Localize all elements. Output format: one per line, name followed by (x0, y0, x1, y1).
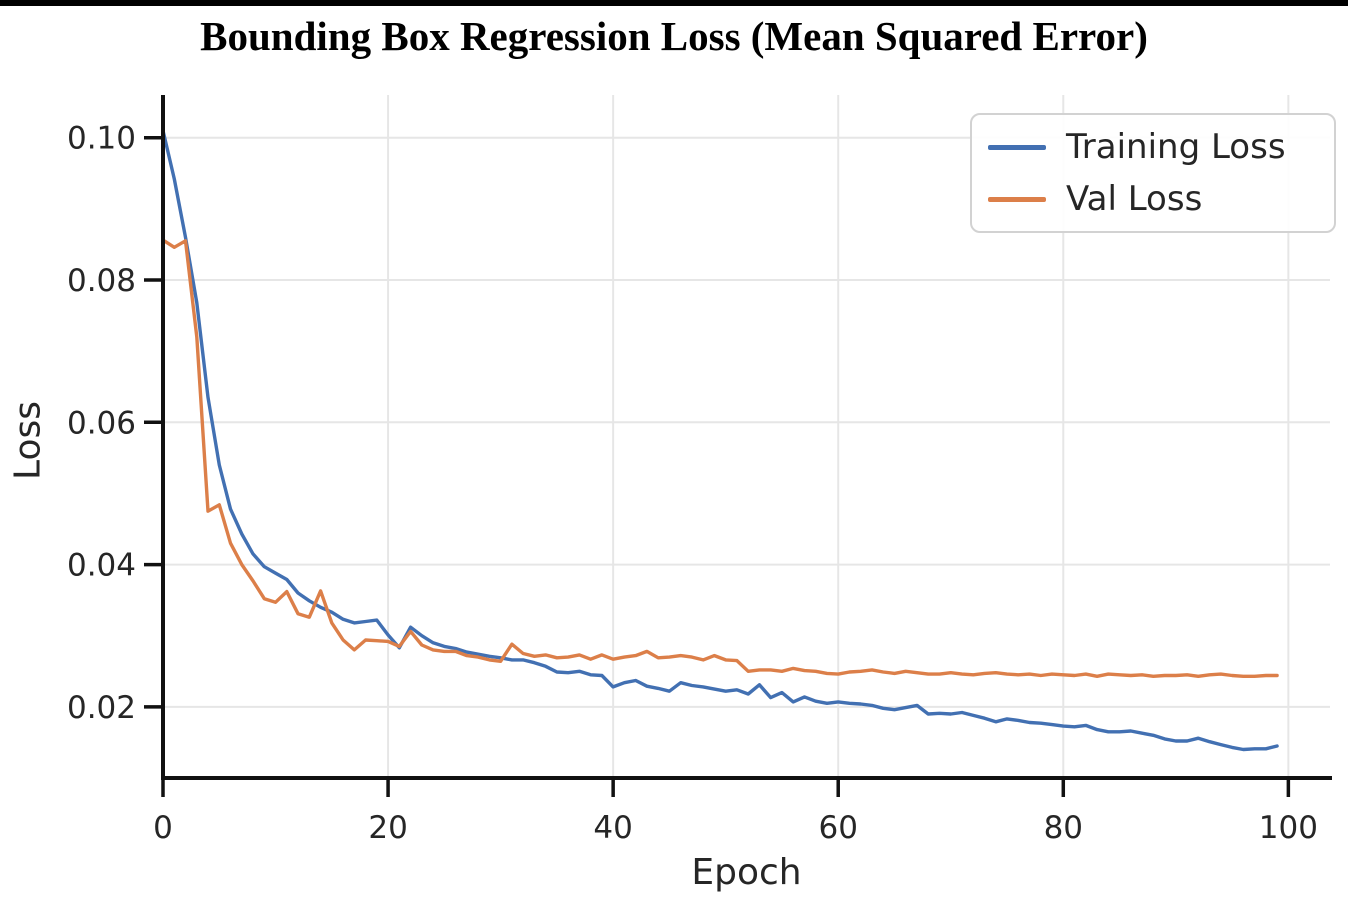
chart-title: Bounding Box Regression Loss (Mean Squar… (200, 13, 1148, 59)
y-tick-label: 0.06 (67, 405, 136, 441)
y-tick-label: 0.10 (67, 121, 136, 157)
x-tick-label: 20 (368, 810, 407, 846)
x-tick-label: 60 (818, 810, 857, 846)
training-loss-line (161, 128, 1279, 752)
legend-label: Val Loss (1066, 179, 1203, 219)
training-loss-swatch (988, 144, 1046, 150)
y-tick-label: 0.04 (67, 548, 136, 584)
x-tick-label: 100 (1259, 810, 1318, 846)
legend-label: Training Loss (1066, 127, 1286, 167)
legend: Training Loss Val Loss (970, 113, 1336, 233)
legend-item-training-loss: Training Loss (988, 127, 1318, 167)
x-tick-label: 0 (153, 810, 173, 846)
x-tick-label: 80 (1044, 810, 1083, 846)
val-loss-line (161, 238, 1279, 678)
x-tick-label: 40 (593, 810, 632, 846)
legend-item-val-loss: Val Loss (988, 179, 1318, 219)
y-tick-label: 0.08 (67, 263, 136, 299)
y-tick-label: 0.02 (67, 690, 136, 726)
y-axis-label: Loss (7, 401, 49, 480)
x-axis-label: Epoch (691, 852, 802, 893)
window-top-border (0, 0, 1348, 6)
val-loss-swatch (988, 196, 1046, 202)
